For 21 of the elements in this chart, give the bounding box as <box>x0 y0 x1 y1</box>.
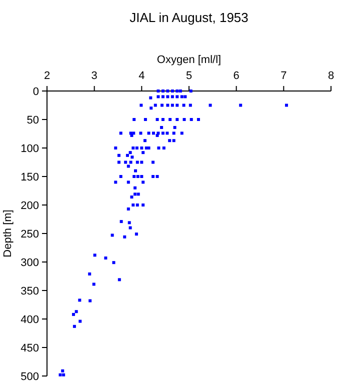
y-tick-label: 0 <box>32 86 39 98</box>
y-axis-title: Depth [m] <box>2 210 14 258</box>
x-tick-label: 2 <box>44 70 50 82</box>
x-tick-label: 6 <box>233 70 240 82</box>
y-tick-label: 400 <box>20 314 39 326</box>
x-axis-title: Oxygen [ml/l] <box>156 54 222 66</box>
x-tick-label: 3 <box>91 70 98 82</box>
y-tick-label: 300 <box>20 257 39 269</box>
y-tick-label: 100 <box>20 143 39 155</box>
y-tick-label: 150 <box>20 172 39 184</box>
y-tick-label: 450 <box>20 342 39 354</box>
y-tick-label: 250 <box>20 228 39 240</box>
x-tick-label: 8 <box>328 70 334 82</box>
chart-title: JIAL in August, 1953 <box>130 10 248 25</box>
y-tick-label: 50 <box>26 114 39 126</box>
y-tick-label: 200 <box>20 200 39 212</box>
x-tick-label: 7 <box>280 70 287 82</box>
y-tick-label: 350 <box>20 286 39 298</box>
x-tick-label: 4 <box>138 70 145 82</box>
y-tick-label: 500 <box>20 371 39 383</box>
x-tick-label: 5 <box>186 70 192 82</box>
